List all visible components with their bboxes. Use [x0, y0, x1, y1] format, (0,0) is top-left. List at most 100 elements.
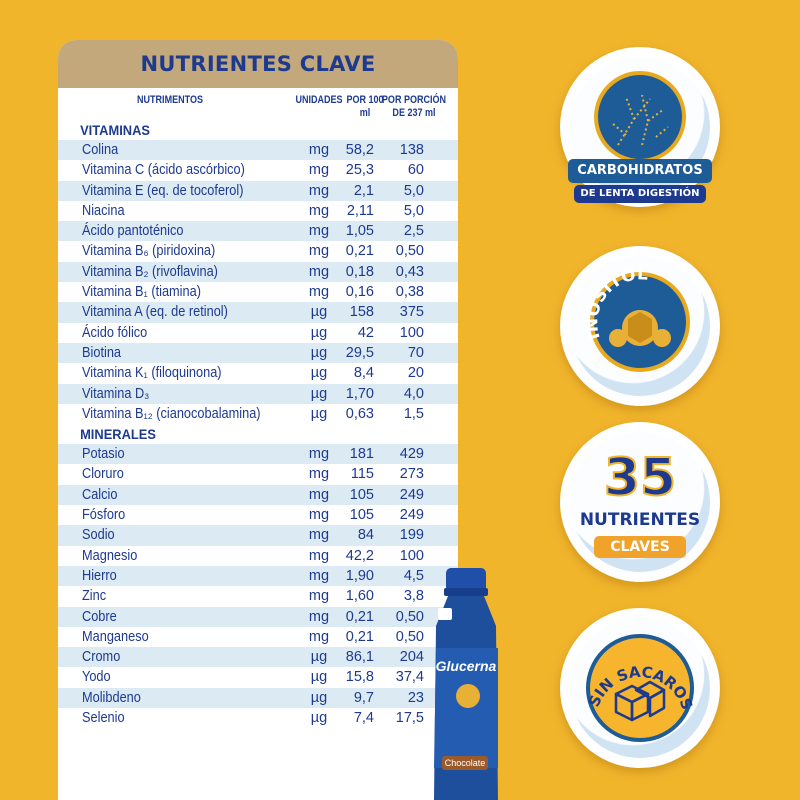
badge-disk	[586, 634, 694, 742]
table-row: Calcio mg 105 249	[58, 484, 458, 506]
value-per-portion: 2,5	[403, 223, 424, 240]
nutrient-unit: µg	[310, 689, 328, 706]
bottle-flavor: Chocolate	[445, 758, 486, 768]
header-por-100ml: POR 100 ml	[346, 94, 384, 119]
value-per-100ml: 115	[350, 466, 374, 483]
nutrient-unit: µg	[310, 365, 328, 382]
nutrient-name: Fósforo	[82, 507, 126, 524]
value-per-100ml: 1,70	[345, 385, 374, 402]
value-per-100ml: 0,18	[345, 263, 374, 280]
value-per-portion: 4,5	[403, 567, 424, 584]
value-per-100ml: 84	[357, 527, 374, 544]
badge-disk	[590, 272, 690, 372]
value-per-100ml: 29,5	[345, 344, 374, 361]
table-row: Zinc mg 1,60 3,8	[58, 586, 458, 606]
value-per-100ml: 42	[357, 324, 374, 341]
nutrient-unit: µg	[310, 710, 328, 727]
value-per-100ml: 25,3	[345, 162, 374, 179]
table-row: Vitamina E (eq. de tocoferol) mg 2,1 5,0	[58, 180, 458, 201]
table-row: Vitamina B₁ (tiamina) mg 0,16 0,38	[58, 282, 458, 302]
nutrient-unit: mg	[308, 527, 330, 544]
nutrient-name: Vitamina K₁ (filoquinona)	[82, 365, 222, 382]
value-per-portion: 273	[399, 466, 424, 483]
table-row: Ácido pantoténico mg 1,05 2,5	[58, 221, 458, 242]
badge-35-nutrientes: 35 NUTRIENTES CLAVES	[560, 422, 720, 582]
minerales-list: Potasio mg 181 429 Cloruro mg 115 273 Calcio mg 10…	[58, 444, 458, 728]
table-row: Hierro mg 1,90 4,5	[58, 565, 458, 587]
nutrient-name: Molibdeno	[82, 689, 141, 706]
value-per-portion: 5,0	[403, 182, 424, 199]
nutrient-unit: µg	[310, 405, 328, 422]
table-row: Biotina µg 29,5 70	[58, 342, 458, 364]
nutrient-name: Vitamina B₁₂ (cianocobalamina)	[82, 405, 261, 422]
value-per-100ml: 0,21	[345, 243, 374, 260]
sugar-cube-icon	[614, 680, 666, 722]
table-row: Potasio mg 181 429	[58, 444, 458, 465]
value-per-portion: 23	[407, 689, 424, 706]
nutrient-name: Magnesio	[82, 547, 138, 564]
value-per-100ml: 8,4	[353, 365, 374, 382]
nutrient-unit: mg	[308, 628, 330, 645]
value-per-100ml: 1,05	[345, 223, 374, 240]
value-per-portion: 100	[399, 324, 424, 341]
nutrient-unit: mg	[308, 182, 330, 199]
nutrient-name: Colina	[82, 142, 119, 158]
badge-disk	[594, 71, 686, 163]
table-row: Vitamina B₂ (rivoflavina) mg 0,18 0,43	[58, 261, 458, 283]
nutrient-unit: mg	[308, 162, 330, 179]
value-per-100ml: 0,21	[345, 628, 374, 645]
nutrient-name: Manganeso	[82, 628, 149, 645]
table-row: Vitamina C (ácido ascórbico) mg 25,3 60	[58, 160, 458, 180]
bottle-brand: Glucerna	[436, 658, 497, 674]
nutrient-name: Selenio	[82, 710, 125, 727]
nutrient-unit: µg	[310, 324, 328, 341]
value-per-100ml: 105	[349, 507, 374, 524]
header-nutrimentos: NUTRIMENTOS	[137, 94, 203, 106]
value-per-100ml: 1,90	[345, 567, 374, 584]
nutrient-unit: mg	[308, 243, 330, 260]
table-title: NUTRIENTES CLAVE	[140, 52, 376, 76]
nutrient-unit: mg	[308, 142, 330, 158]
svg-text:INOSITOL: INOSITOL	[582, 264, 648, 342]
value-per-100ml: 2,1	[353, 182, 374, 199]
value-per-100ml: 58,2	[345, 142, 374, 158]
nutrient-name: Vitamina B₂ (rivoflavina)	[82, 263, 218, 280]
nutrient-name: Vitamina B₆ (piridoxina)	[82, 243, 216, 260]
nutrient-unit: µg	[310, 344, 328, 361]
table-row: Fósforo mg 105 249	[58, 505, 458, 525]
value-per-portion: 20	[407, 365, 424, 382]
value-per-portion: 5,0	[403, 202, 424, 219]
value-per-100ml: 86,1	[345, 649, 374, 666]
claves-label: CLAVES	[594, 536, 686, 558]
value-per-portion: 17,5	[395, 710, 424, 727]
nutrient-unit: mg	[308, 263, 330, 280]
header-por-porcion: POR PORCIÓN DE 237 ml	[381, 94, 447, 119]
nutrient-unit: µg	[310, 669, 328, 686]
value-per-100ml: 0,21	[345, 608, 374, 625]
nutrient-name: Potasio	[82, 446, 125, 463]
value-per-portion: 1,5	[403, 405, 424, 422]
value-per-100ml: 2,11	[346, 202, 374, 219]
nutrient-name: Sodio	[82, 527, 115, 544]
value-per-portion: 0,38	[395, 284, 424, 301]
nutrient-name: Biotina	[82, 344, 122, 361]
nutrient-unit: mg	[308, 466, 330, 483]
value-per-portion: 3,8	[403, 588, 424, 605]
nutrient-name: Cobre	[82, 608, 117, 625]
value-per-portion: 375	[399, 304, 424, 321]
title-bar: NUTRIENTES CLAVE	[58, 40, 458, 88]
section-minerales: MINERALES	[80, 426, 156, 443]
nutrient-unit: mg	[308, 223, 330, 240]
value-per-portion: 70	[407, 344, 424, 361]
nutrient-name: Niacina	[82, 202, 125, 219]
value-per-portion: 199	[399, 527, 424, 544]
nutrient-name: Ácido pantoténico	[82, 223, 184, 240]
table-row: Cromo µg 86,1 204	[58, 647, 458, 668]
nutrient-unit: µg	[310, 385, 328, 402]
table-row: Magnesio mg 42,2 100	[58, 546, 458, 566]
nutrient-name: Cloruro	[82, 466, 124, 483]
nutrient-unit: mg	[308, 284, 330, 301]
nutrient-name: Yodo	[82, 669, 111, 686]
badge-inositol: INOSITOL	[560, 246, 720, 406]
table-row: Ácido fólico µg 42 100	[58, 323, 458, 343]
